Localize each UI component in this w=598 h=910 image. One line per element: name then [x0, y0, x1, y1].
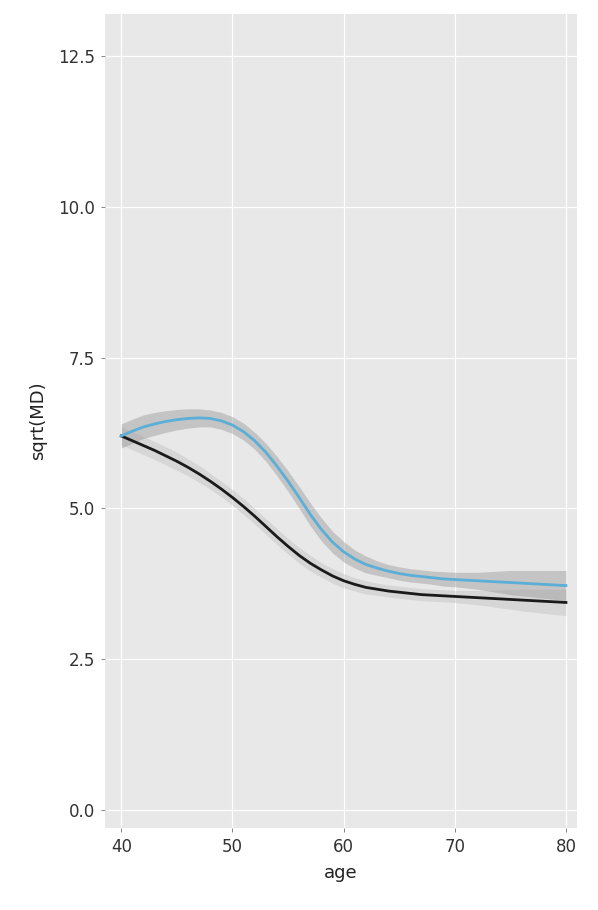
Y-axis label: sqrt(MD): sqrt(MD) [29, 381, 47, 460]
X-axis label: age: age [324, 864, 358, 882]
